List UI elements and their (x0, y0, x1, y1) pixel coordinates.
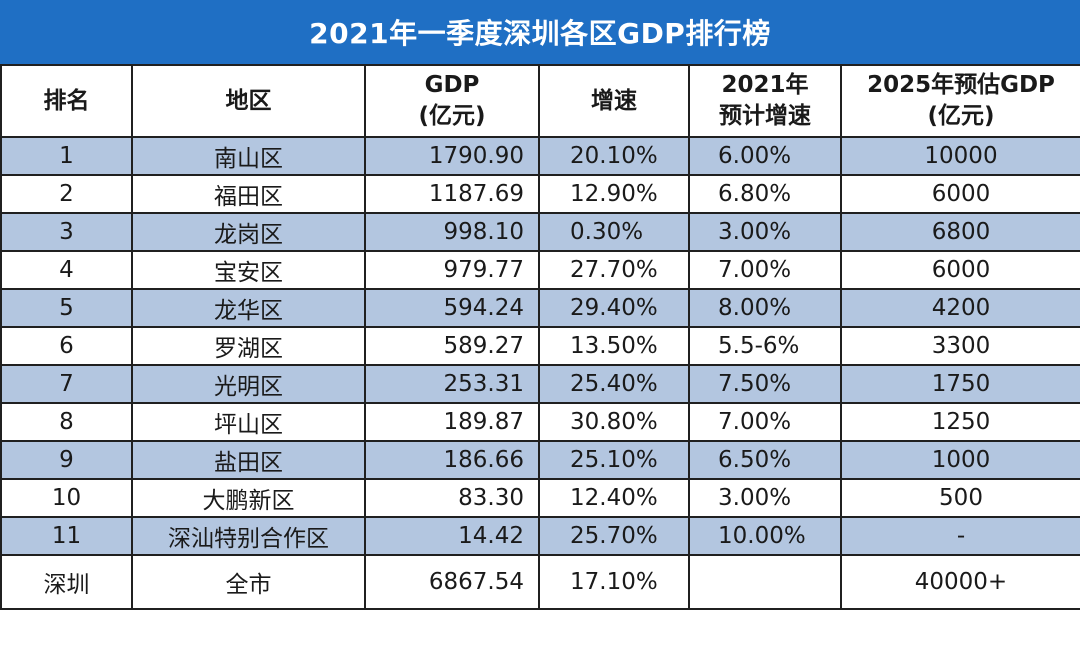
district-cell: 大鹏新区 (131, 478, 366, 518)
rank-cell: 4 (0, 250, 133, 290)
est-growth-cell: 8.00% (688, 288, 842, 328)
table-row: 10 大鹏新区 83.30 12.40% 3.00% 500 (0, 478, 1080, 518)
gdp-cell: 83.30 (364, 478, 540, 518)
rank-cell: 8 (0, 402, 133, 442)
district-cell: 坪山区 (131, 402, 366, 442)
header-gdp: GDP (亿元) (364, 64, 540, 138)
table-row: 9 盐田区 186.66 25.10% 6.50% 1000 (0, 440, 1080, 480)
growth-cell: 0.30% (538, 212, 690, 252)
rank-cell: 深圳 (0, 554, 133, 610)
est-growth-cell: 7.00% (688, 402, 842, 442)
district-cell: 龙岗区 (131, 212, 366, 252)
est-growth-cell: 3.00% (688, 212, 842, 252)
rank-cell: 11 (0, 516, 133, 556)
header-est-growth: 2021年 预计增速 (688, 64, 842, 138)
header-proj-line2: (亿元) (927, 103, 995, 129)
rank-cell: 9 (0, 440, 133, 480)
est-growth-cell: 7.00% (688, 250, 842, 290)
district-cell: 全市 (131, 554, 366, 610)
growth-cell: 27.70% (538, 250, 690, 290)
gdp-cell: 589.27 (364, 326, 540, 366)
est-growth-cell: 10.00% (688, 516, 842, 556)
table-row: 7 光明区 253.31 25.40% 7.50% 1750 (0, 364, 1080, 404)
growth-cell: 12.90% (538, 174, 690, 214)
gdp-cell: 14.42 (364, 516, 540, 556)
est-growth-cell: 3.00% (688, 478, 842, 518)
header-proj-line1: 2025年预估GDP (867, 72, 1055, 98)
proj-gdp-cell: 4200 (840, 288, 1080, 328)
district-cell: 光明区 (131, 364, 366, 404)
rank-cell: 10 (0, 478, 133, 518)
growth-cell: 29.40% (538, 288, 690, 328)
proj-gdp-cell: 10000 (840, 136, 1080, 176)
proj-gdp-cell: 3300 (840, 326, 1080, 366)
rank-cell: 6 (0, 326, 133, 366)
proj-gdp-cell: 1750 (840, 364, 1080, 404)
rank-cell: 7 (0, 364, 133, 404)
table-row: 1 南山区 1790.90 20.10% 6.00% 10000 (0, 136, 1080, 176)
proj-gdp-cell: 6000 (840, 174, 1080, 214)
growth-cell: 25.40% (538, 364, 690, 404)
header-row: 排名 地区 GDP (亿元) 增速 2021年 预计增速 2025年预估GDP … (0, 64, 1080, 138)
rank-cell: 1 (0, 136, 133, 176)
growth-cell: 20.10% (538, 136, 690, 176)
header-rank: 排名 (0, 64, 133, 138)
table-row: 5 龙华区 594.24 29.40% 8.00% 4200 (0, 288, 1080, 328)
table-row: 11 深汕特别合作区 14.42 25.70% 10.00% - (0, 516, 1080, 556)
proj-gdp-cell: - (840, 516, 1080, 556)
header-gdp-line2: (亿元) (418, 103, 486, 129)
gdp-cell: 253.31 (364, 364, 540, 404)
proj-gdp-cell: 1250 (840, 402, 1080, 442)
growth-cell: 17.10% (538, 554, 690, 610)
total-row: 深圳 全市 6867.54 17.10% 40000+ (0, 554, 1080, 610)
table-row: 8 坪山区 189.87 30.80% 7.00% 1250 (0, 402, 1080, 442)
district-cell: 南山区 (131, 136, 366, 176)
rank-cell: 5 (0, 288, 133, 328)
table-row: 2 福田区 1187.69 12.90% 6.80% 6000 (0, 174, 1080, 214)
gdp-cell: 186.66 (364, 440, 540, 480)
est-growth-cell (688, 554, 842, 610)
gdp-cell: 6867.54 (364, 554, 540, 610)
growth-cell: 12.40% (538, 478, 690, 518)
header-est-line1: 2021年 (721, 72, 809, 98)
header-district: 地区 (131, 64, 366, 138)
gdp-cell: 594.24 (364, 288, 540, 328)
table-title: 2021年一季度深圳各区GDP排行榜 (0, 0, 1080, 64)
growth-cell: 13.50% (538, 326, 690, 366)
gdp-ranking-table: 排名 地区 GDP (亿元) 增速 2021年 预计增速 2025年预估GDP … (0, 64, 1080, 610)
est-growth-cell: 6.80% (688, 174, 842, 214)
table-row: 3 龙岗区 998.10 0.30% 3.00% 6800 (0, 212, 1080, 252)
table-row: 6 罗湖区 589.27 13.50% 5.5-6% 3300 (0, 326, 1080, 366)
district-cell: 罗湖区 (131, 326, 366, 366)
gdp-cell: 979.77 (364, 250, 540, 290)
rank-cell: 2 (0, 174, 133, 214)
proj-gdp-cell: 500 (840, 478, 1080, 518)
growth-cell: 25.70% (538, 516, 690, 556)
header-est-line2: 预计增速 (719, 103, 811, 129)
gdp-cell: 1790.90 (364, 136, 540, 176)
district-cell: 盐田区 (131, 440, 366, 480)
district-cell: 宝安区 (131, 250, 366, 290)
est-growth-cell: 6.50% (688, 440, 842, 480)
district-cell: 深汕特别合作区 (131, 516, 366, 556)
gdp-cell: 189.87 (364, 402, 540, 442)
proj-gdp-cell: 6800 (840, 212, 1080, 252)
district-cell: 龙华区 (131, 288, 366, 328)
est-growth-cell: 6.00% (688, 136, 842, 176)
rank-cell: 3 (0, 212, 133, 252)
proj-gdp-cell: 40000+ (840, 554, 1080, 610)
proj-gdp-cell: 6000 (840, 250, 1080, 290)
growth-cell: 25.10% (538, 440, 690, 480)
growth-cell: 30.80% (538, 402, 690, 442)
proj-gdp-cell: 1000 (840, 440, 1080, 480)
header-growth: 增速 (538, 64, 690, 138)
gdp-cell: 998.10 (364, 212, 540, 252)
gdp-cell: 1187.69 (364, 174, 540, 214)
est-growth-cell: 7.50% (688, 364, 842, 404)
header-proj-gdp: 2025年预估GDP (亿元) (840, 64, 1080, 138)
table-row: 4 宝安区 979.77 27.70% 7.00% 6000 (0, 250, 1080, 290)
est-growth-cell: 5.5-6% (688, 326, 842, 366)
district-cell: 福田区 (131, 174, 366, 214)
header-gdp-line1: GDP (424, 72, 480, 98)
